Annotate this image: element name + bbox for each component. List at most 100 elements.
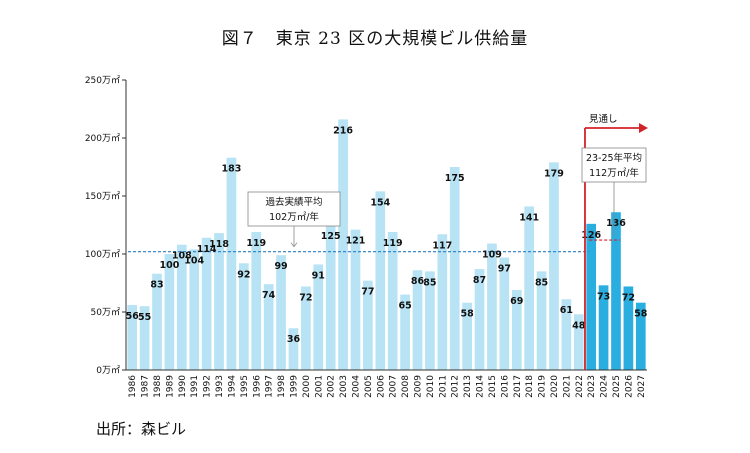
- value-label-2000: 72: [299, 292, 312, 303]
- x-tick-label-2017: 2017: [513, 375, 523, 398]
- x-tick-label-2022: 2022: [575, 375, 585, 398]
- x-tick-label-1995: 1995: [240, 375, 250, 398]
- bar-2018: [524, 206, 534, 370]
- x-tick-label-2008: 2008: [401, 375, 411, 398]
- value-label-1994: 183: [222, 164, 242, 175]
- bar-2010: [425, 271, 435, 370]
- value-label-2010: 85: [423, 277, 436, 288]
- x-tick-label-2001: 2001: [314, 375, 324, 398]
- bar-2023: [586, 223, 597, 370]
- y-tick-label: 150万㎡: [85, 191, 120, 202]
- y-tick-label: 50万㎡: [91, 307, 120, 318]
- forecast-label: 見通し: [589, 114, 618, 125]
- bar-2019: [536, 271, 547, 370]
- bar-2011: [437, 234, 448, 370]
- source-note: 出所：森ビル: [96, 420, 187, 438]
- x-tick-label-2007: 2007: [389, 375, 399, 398]
- x-tick-label-2024: 2024: [600, 375, 610, 398]
- x-tick-label-1996: 1996: [252, 375, 262, 398]
- value-label-2017: 69: [510, 296, 523, 307]
- bar-1998: [276, 255, 286, 370]
- value-label-2016: 97: [498, 263, 511, 274]
- bar-2025: [611, 212, 621, 370]
- past-average-label: 過去実績平均: [265, 196, 322, 208]
- x-tick-label-2023: 2023: [587, 375, 597, 398]
- x-tick-label-2020: 2020: [550, 375, 560, 398]
- bar-2012: [449, 167, 460, 370]
- forecast-average-label: 23-25年平均: [586, 152, 642, 164]
- bar-1991: [189, 249, 200, 370]
- x-tick-label-1987: 1987: [141, 375, 151, 398]
- bar-1990: [176, 244, 187, 370]
- value-label-2009: 86: [411, 276, 425, 287]
- value-label-1989: 100: [159, 260, 179, 271]
- bar-2006: [375, 191, 386, 370]
- value-label-2023: 126: [581, 230, 601, 241]
- value-label-1996: 119: [246, 238, 266, 249]
- x-tick-label-2021: 2021: [562, 375, 572, 398]
- x-tick-label-2009: 2009: [414, 375, 424, 398]
- x-tick-label-2005: 2005: [364, 375, 374, 398]
- bar-2015: [487, 243, 497, 370]
- bar-2016: [499, 257, 510, 370]
- value-label-2025: 136: [606, 218, 626, 229]
- past-average-value: 102万㎡/年: [269, 211, 319, 223]
- bar-2026: [623, 286, 634, 370]
- bar-1996: [251, 231, 262, 370]
- bar-2020: [549, 162, 559, 370]
- x-tick-label-2013: 2013: [463, 375, 473, 398]
- value-label-1991: 104: [184, 255, 204, 266]
- value-label-2006: 154: [370, 197, 390, 208]
- value-label-2011: 117: [432, 240, 452, 251]
- x-tick-label-1989: 1989: [165, 375, 175, 398]
- bar-2007: [387, 231, 398, 370]
- bar-2017: [511, 289, 522, 370]
- x-tick-label-2011: 2011: [438, 375, 448, 398]
- x-tick-label-1990: 1990: [178, 375, 188, 398]
- x-tick-label-2016: 2016: [500, 375, 510, 398]
- bar-1993: [214, 233, 224, 370]
- x-tick-label-1988: 1988: [153, 375, 163, 398]
- value-label-1986: 56: [126, 311, 140, 322]
- x-tick-label-2027: 2027: [637, 375, 647, 398]
- bar-2003: [338, 119, 348, 370]
- bar-1997: [263, 284, 274, 370]
- value-label-1992: 114: [197, 244, 217, 255]
- x-tick-label-2012: 2012: [451, 375, 461, 398]
- value-label-2005: 77: [361, 287, 374, 298]
- x-tick-label-2015: 2015: [488, 375, 498, 398]
- value-label-2024: 73: [597, 291, 610, 302]
- value-label-2026: 72: [622, 292, 635, 303]
- value-label-1990: 108: [172, 251, 192, 262]
- value-label-1999: 36: [287, 334, 301, 345]
- value-label-2012: 175: [445, 173, 465, 184]
- value-label-1987: 55: [138, 312, 151, 323]
- bar-2022: [573, 314, 584, 370]
- bar-2024: [598, 285, 609, 370]
- x-tick-label-2018: 2018: [525, 375, 535, 398]
- x-tick-label-1999: 1999: [289, 375, 299, 398]
- x-tick-label-1991: 1991: [190, 375, 200, 398]
- x-tick-label-2025: 2025: [612, 375, 622, 398]
- x-tick-label-2002: 2002: [327, 375, 337, 398]
- bar-2005: [363, 280, 373, 370]
- value-label-2002: 125: [321, 231, 341, 242]
- x-tick-label-1997: 1997: [265, 375, 275, 398]
- forecast-average-value: 112万㎡/年: [589, 167, 639, 179]
- x-tick-label-1998: 1998: [277, 375, 287, 398]
- y-tick-label: 100万㎡: [85, 249, 120, 260]
- bar-1992: [201, 237, 212, 370]
- bar-2021: [561, 299, 572, 370]
- y-tick-label: 250万㎡: [85, 75, 120, 86]
- x-tick-label-1986: 1986: [128, 375, 138, 398]
- x-tick-label-2003: 2003: [339, 375, 349, 398]
- bar-2004: [350, 229, 361, 370]
- value-label-1993: 118: [209, 239, 229, 250]
- value-label-2021: 61: [560, 305, 573, 316]
- value-label-2003: 216: [333, 125, 353, 136]
- x-tick-label-2000: 2000: [302, 375, 312, 398]
- value-label-2018: 141: [519, 212, 539, 223]
- value-label-2007: 119: [383, 238, 403, 249]
- bar-2000: [301, 286, 311, 370]
- value-label-2013: 58: [461, 309, 475, 320]
